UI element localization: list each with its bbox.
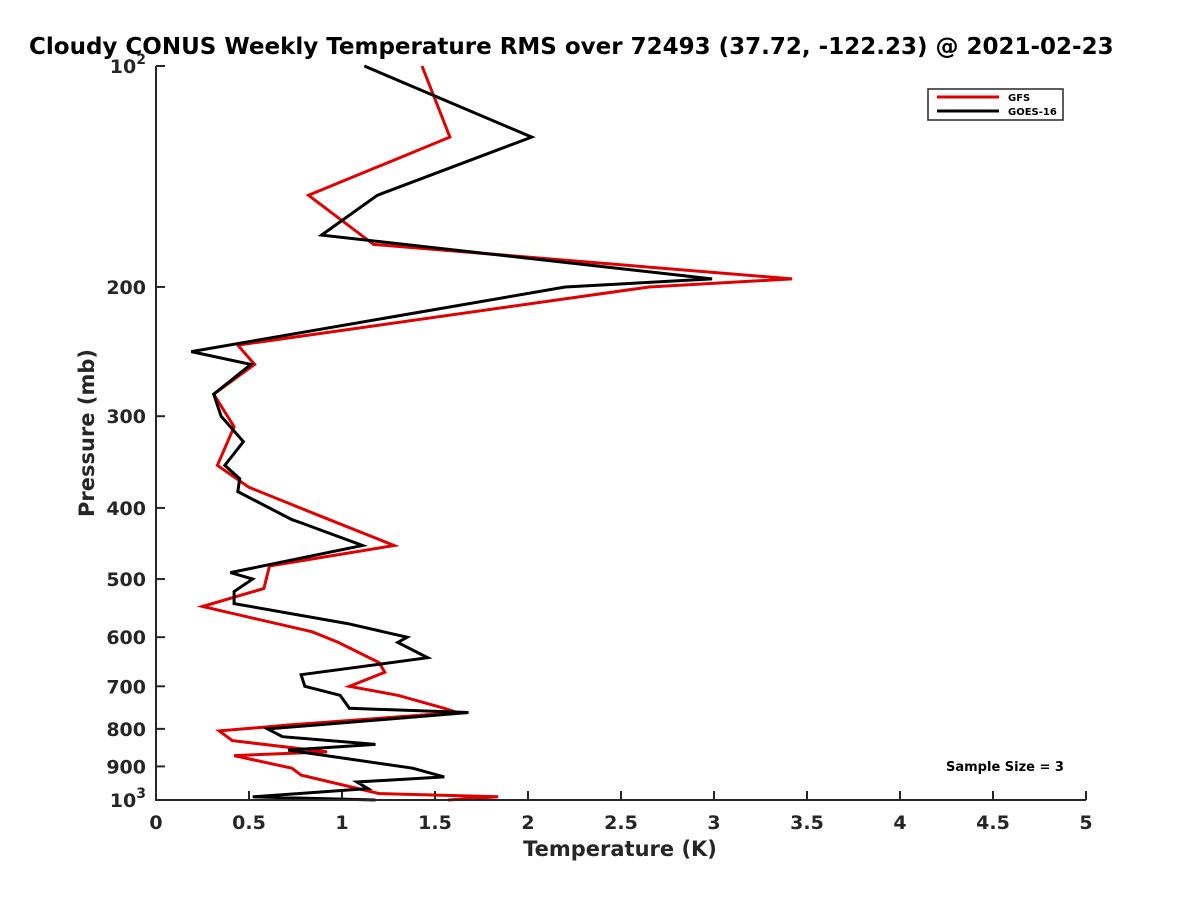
sample-size-annotation: Sample Size = 3 bbox=[946, 760, 1064, 775]
chart-title: Cloudy CONUS Weekly Temperature RMS over… bbox=[29, 34, 1114, 60]
y-tick-label: 103 bbox=[110, 786, 146, 812]
y-axis-ticks: 102 200 300 400 500 600 700 800 900 103 bbox=[106, 52, 165, 812]
legend-box bbox=[927, 88, 1064, 121]
legend: GFS GOES-16 bbox=[927, 88, 1064, 121]
y-tick-label: 700 bbox=[106, 676, 146, 698]
legend-label-gfs: GFS bbox=[1008, 93, 1030, 104]
y-tick-label: 600 bbox=[106, 627, 146, 649]
x-tick-label: 3 bbox=[707, 812, 720, 834]
x-tick-label: 2 bbox=[521, 812, 534, 834]
y-tick-label: 102 bbox=[110, 52, 146, 78]
series-line-goes-16 bbox=[190, 64, 713, 802]
x-axis-title: Temperature (K) bbox=[523, 837, 717, 861]
y-tick-label: 400 bbox=[106, 498, 146, 520]
x-tick-label: 1.5 bbox=[418, 812, 452, 834]
y-tick-label: 800 bbox=[106, 719, 146, 741]
axis-frame bbox=[155, 66, 1086, 801]
x-tick-label: 0.5 bbox=[232, 812, 266, 834]
x-tick-label: 0 bbox=[149, 812, 162, 834]
plot-series bbox=[190, 64, 793, 802]
legend-label-goes16: GOES-16 bbox=[1008, 107, 1057, 118]
x-tick-label: 4.5 bbox=[976, 812, 1010, 834]
x-axis-ticks: 0 0.5 1 1.5 2 2.5 3 3.5 4 4.5 5 bbox=[149, 791, 1093, 834]
x-tick-label: 5 bbox=[1079, 812, 1092, 834]
y-tick-label: 900 bbox=[106, 756, 146, 778]
y-axis-title: Pressure (mb) bbox=[75, 349, 99, 517]
x-tick-label: 4 bbox=[893, 812, 906, 834]
y-tick-label: 300 bbox=[106, 406, 146, 428]
x-tick-label: 2.5 bbox=[604, 812, 638, 834]
y-tick-label: 200 bbox=[106, 277, 146, 299]
series-line-gfs bbox=[196, 65, 793, 802]
x-tick-label: 3.5 bbox=[790, 812, 824, 834]
x-tick-label: 1 bbox=[335, 812, 348, 834]
y-tick-label: 500 bbox=[106, 569, 146, 591]
